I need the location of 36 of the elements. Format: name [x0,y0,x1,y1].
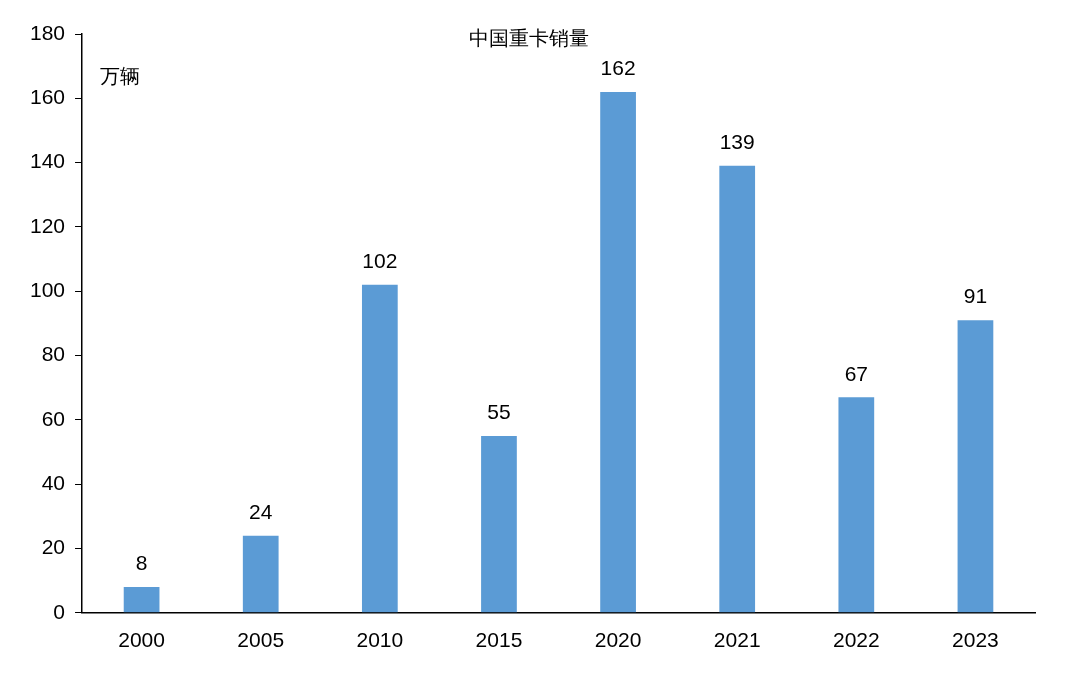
x-tick-label: 2015 [475,628,523,652]
data-label: 8 [135,551,148,575]
data-label: 102 [362,249,398,273]
bar [719,165,756,613]
y-tick-label: 20 [41,535,66,559]
y-tick-label: 40 [41,470,66,494]
y-tick-label: 120 [29,213,66,237]
y-tick-label: 0 [53,599,66,623]
y-tick-label: 140 [29,149,66,173]
x-tick-label: 2022 [832,628,880,652]
bar [600,91,636,613]
bar [242,535,279,613]
x-tick-label: 2023 [952,628,999,652]
x-tick-label: 2020 [594,628,642,652]
x-tick-label: 2005 [237,628,285,652]
data-label: 24 [249,499,273,523]
y-tick-label: 180 [29,20,66,44]
y-tick-label: 80 [41,342,66,366]
chart-title: 中国重卡销量 [468,26,589,51]
data-label: 67 [844,361,868,385]
bar [481,435,517,613]
bar [957,320,994,613]
x-tick-label: 2021 [713,628,761,652]
bar [123,587,160,613]
x-tick-label: 2000 [118,628,165,652]
data-label: 139 [719,130,755,154]
x-tick-label: 2010 [356,628,404,652]
bar [838,397,875,613]
y-tick-label: 60 [41,406,66,430]
y-tick-label: 100 [29,278,66,302]
y-tick-label: 160 [29,85,66,109]
data-label: 162 [600,56,636,80]
data-label: 91 [963,284,988,308]
bar [361,284,398,613]
data-label: 55 [487,400,511,424]
y-axis-title: 万辆 [100,64,141,89]
